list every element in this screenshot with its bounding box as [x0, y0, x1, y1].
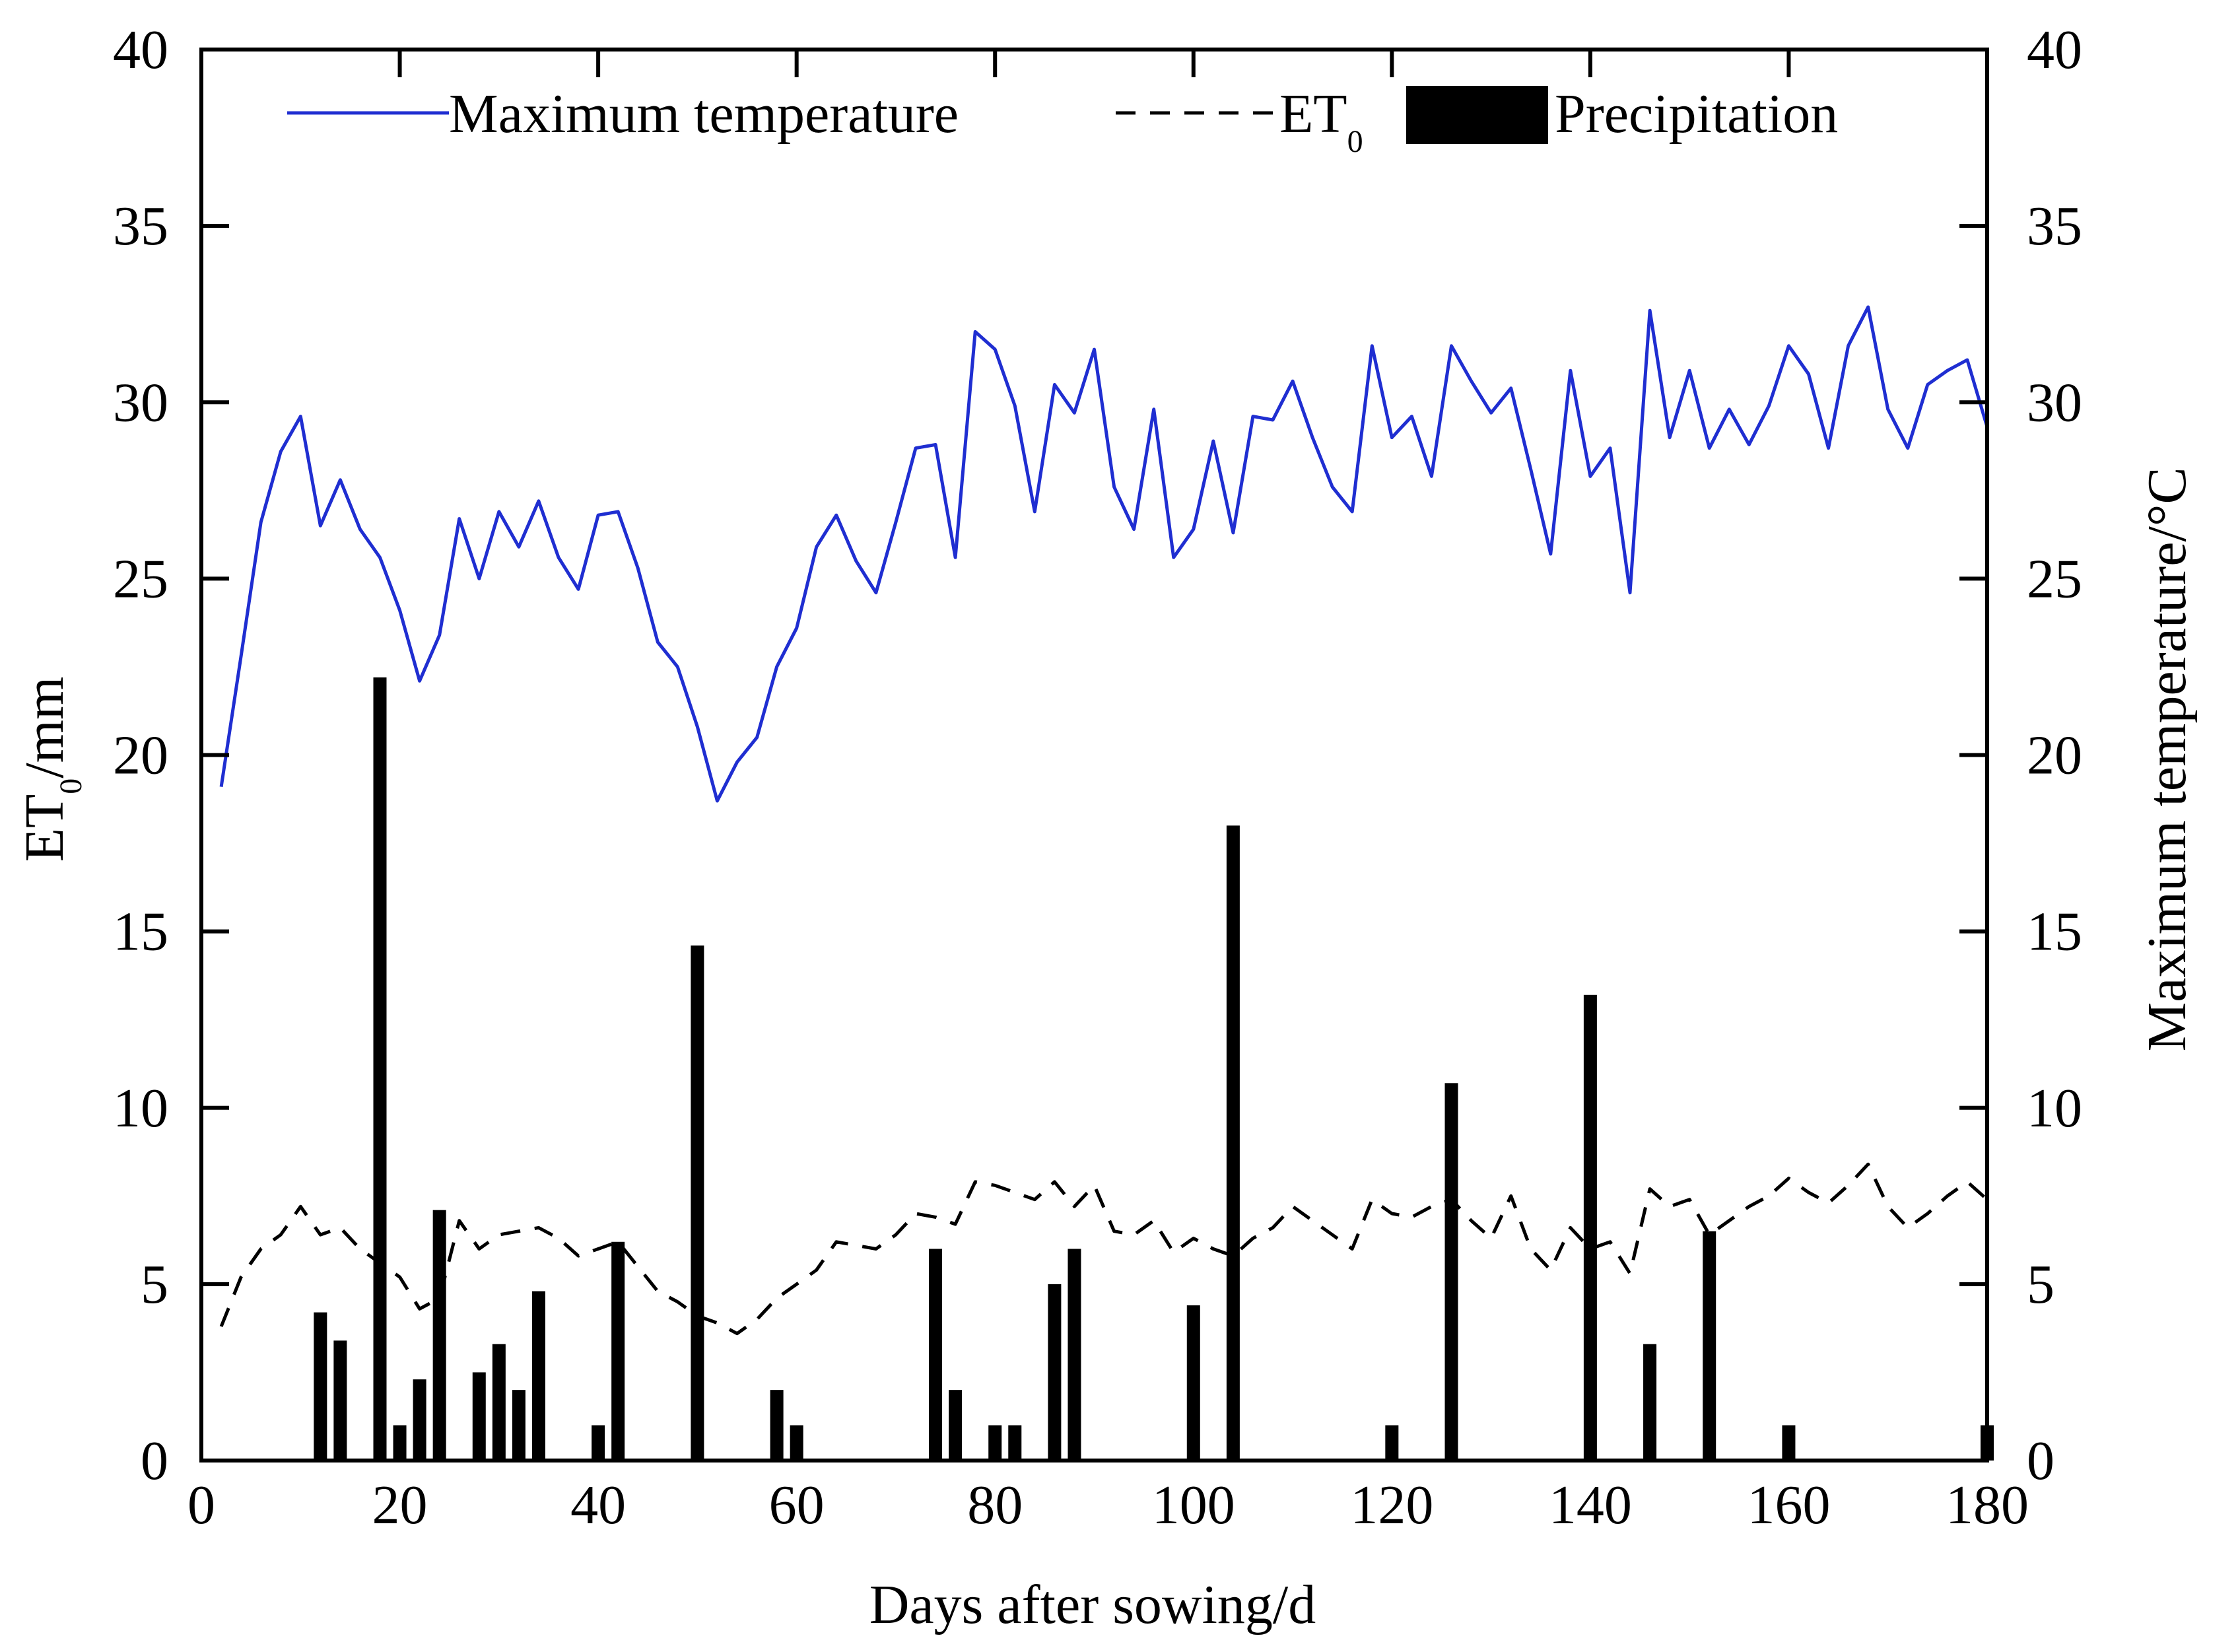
- x-tick-label: 160: [1747, 1474, 1830, 1536]
- precipitation-bar: [949, 1390, 963, 1461]
- y-left-tick-label: 40: [113, 19, 168, 81]
- y-left-tick-label: 25: [113, 548, 168, 609]
- y-left-tick-label: 10: [113, 1078, 168, 1139]
- max-temperature-line: [219, 305, 1989, 803]
- y-left-tick-label: 5: [141, 1254, 168, 1315]
- precipitation-bar: [1643, 1344, 1657, 1461]
- precipitation-bar: [314, 1312, 327, 1461]
- precipitation-bar: [1048, 1284, 1062, 1461]
- precipitation-bar: [512, 1390, 526, 1461]
- precipitation-bar: [1068, 1249, 1081, 1461]
- precipitation-bar: [770, 1390, 784, 1461]
- precipitation-bar: [1008, 1425, 1022, 1461]
- y-left-label-main: ET: [14, 794, 75, 862]
- y-right-tick-label: 15: [2027, 901, 2082, 963]
- legend-et0-text: ET: [1279, 83, 1347, 145]
- legend-et0-label: ET0: [1279, 83, 1363, 159]
- x-tick-label: 140: [1549, 1474, 1632, 1536]
- legend: Maximum temperature ET0 Precipitation: [287, 83, 1838, 159]
- x-tick-label: 80: [967, 1474, 1023, 1536]
- precipitation-bars: [314, 677, 1994, 1461]
- y-right-tick-label: 0: [2027, 1430, 2054, 1492]
- precipitation-bar: [472, 1372, 486, 1461]
- x-axis-label: Days after sowing/d: [869, 1574, 1316, 1635]
- precipitation-bar: [531, 1291, 545, 1461]
- precipitation-bar: [432, 1210, 446, 1461]
- precipitation-bar: [1444, 1083, 1458, 1461]
- y-left-tick-label: 0: [141, 1430, 168, 1492]
- precipitation-bar: [333, 1340, 347, 1461]
- axis-ticks: [199, 48, 1989, 1463]
- precipitation-bar: [492, 1344, 506, 1461]
- y-left-tick-label: 30: [113, 372, 168, 433]
- y-right-tick-label: 40: [2027, 19, 2082, 81]
- precipitation-bar: [373, 677, 387, 1461]
- y-left-label-sub: 0: [53, 778, 88, 794]
- y-left-tick-label: 20: [113, 725, 168, 786]
- y-right-tick-label: 25: [2027, 548, 2082, 609]
- y-left-tick-label: 15: [113, 901, 168, 963]
- x-tick-label: 0: [187, 1474, 215, 1536]
- x-tick-label: 100: [1152, 1474, 1235, 1536]
- precipitation-bar: [929, 1249, 943, 1461]
- precipitation-bar: [1703, 1231, 1716, 1461]
- y-right-tick-label: 10: [2027, 1078, 2082, 1139]
- y-left-tick-label: 35: [113, 195, 168, 257]
- x-tick-label: 20: [372, 1474, 428, 1536]
- legend-temperature-label: Maximum temperature: [449, 83, 959, 145]
- y-axis-left-label: ET0/mm: [14, 677, 88, 862]
- legend-precipitation-swatch: [1406, 86, 1548, 144]
- y-right-tick-label: 5: [2027, 1254, 2054, 1315]
- y-right-tick-label: 30: [2027, 372, 2082, 433]
- precipitation-bar: [691, 945, 704, 1461]
- y-right-tick-label: 35: [2027, 195, 2082, 257]
- legend-precipitation-label: Precipitation: [1555, 83, 1838, 145]
- precipitation-bar: [413, 1379, 426, 1461]
- series-lines: [219, 305, 1989, 1336]
- y-right-tick-label: 20: [2027, 725, 2082, 786]
- y-axis-right-label: Maximum temperature/°C: [2136, 467, 2198, 1051]
- x-tick-label: 60: [769, 1474, 825, 1536]
- y-left-label-suffix: /mm: [14, 677, 75, 778]
- x-tick-label: 180: [1946, 1474, 2029, 1536]
- plot-frame: [199, 48, 1989, 1463]
- et0-line: [219, 1162, 1988, 1336]
- precipitation-bar: [1583, 994, 1597, 1461]
- precipitation-bar: [1226, 825, 1240, 1461]
- precipitation-bar: [611, 1241, 625, 1461]
- precipitation-bar: [1186, 1305, 1200, 1461]
- x-tick-label: 120: [1350, 1474, 1433, 1536]
- legend-et0-subscript: 0: [1347, 124, 1363, 159]
- x-tick-label: 40: [570, 1474, 626, 1536]
